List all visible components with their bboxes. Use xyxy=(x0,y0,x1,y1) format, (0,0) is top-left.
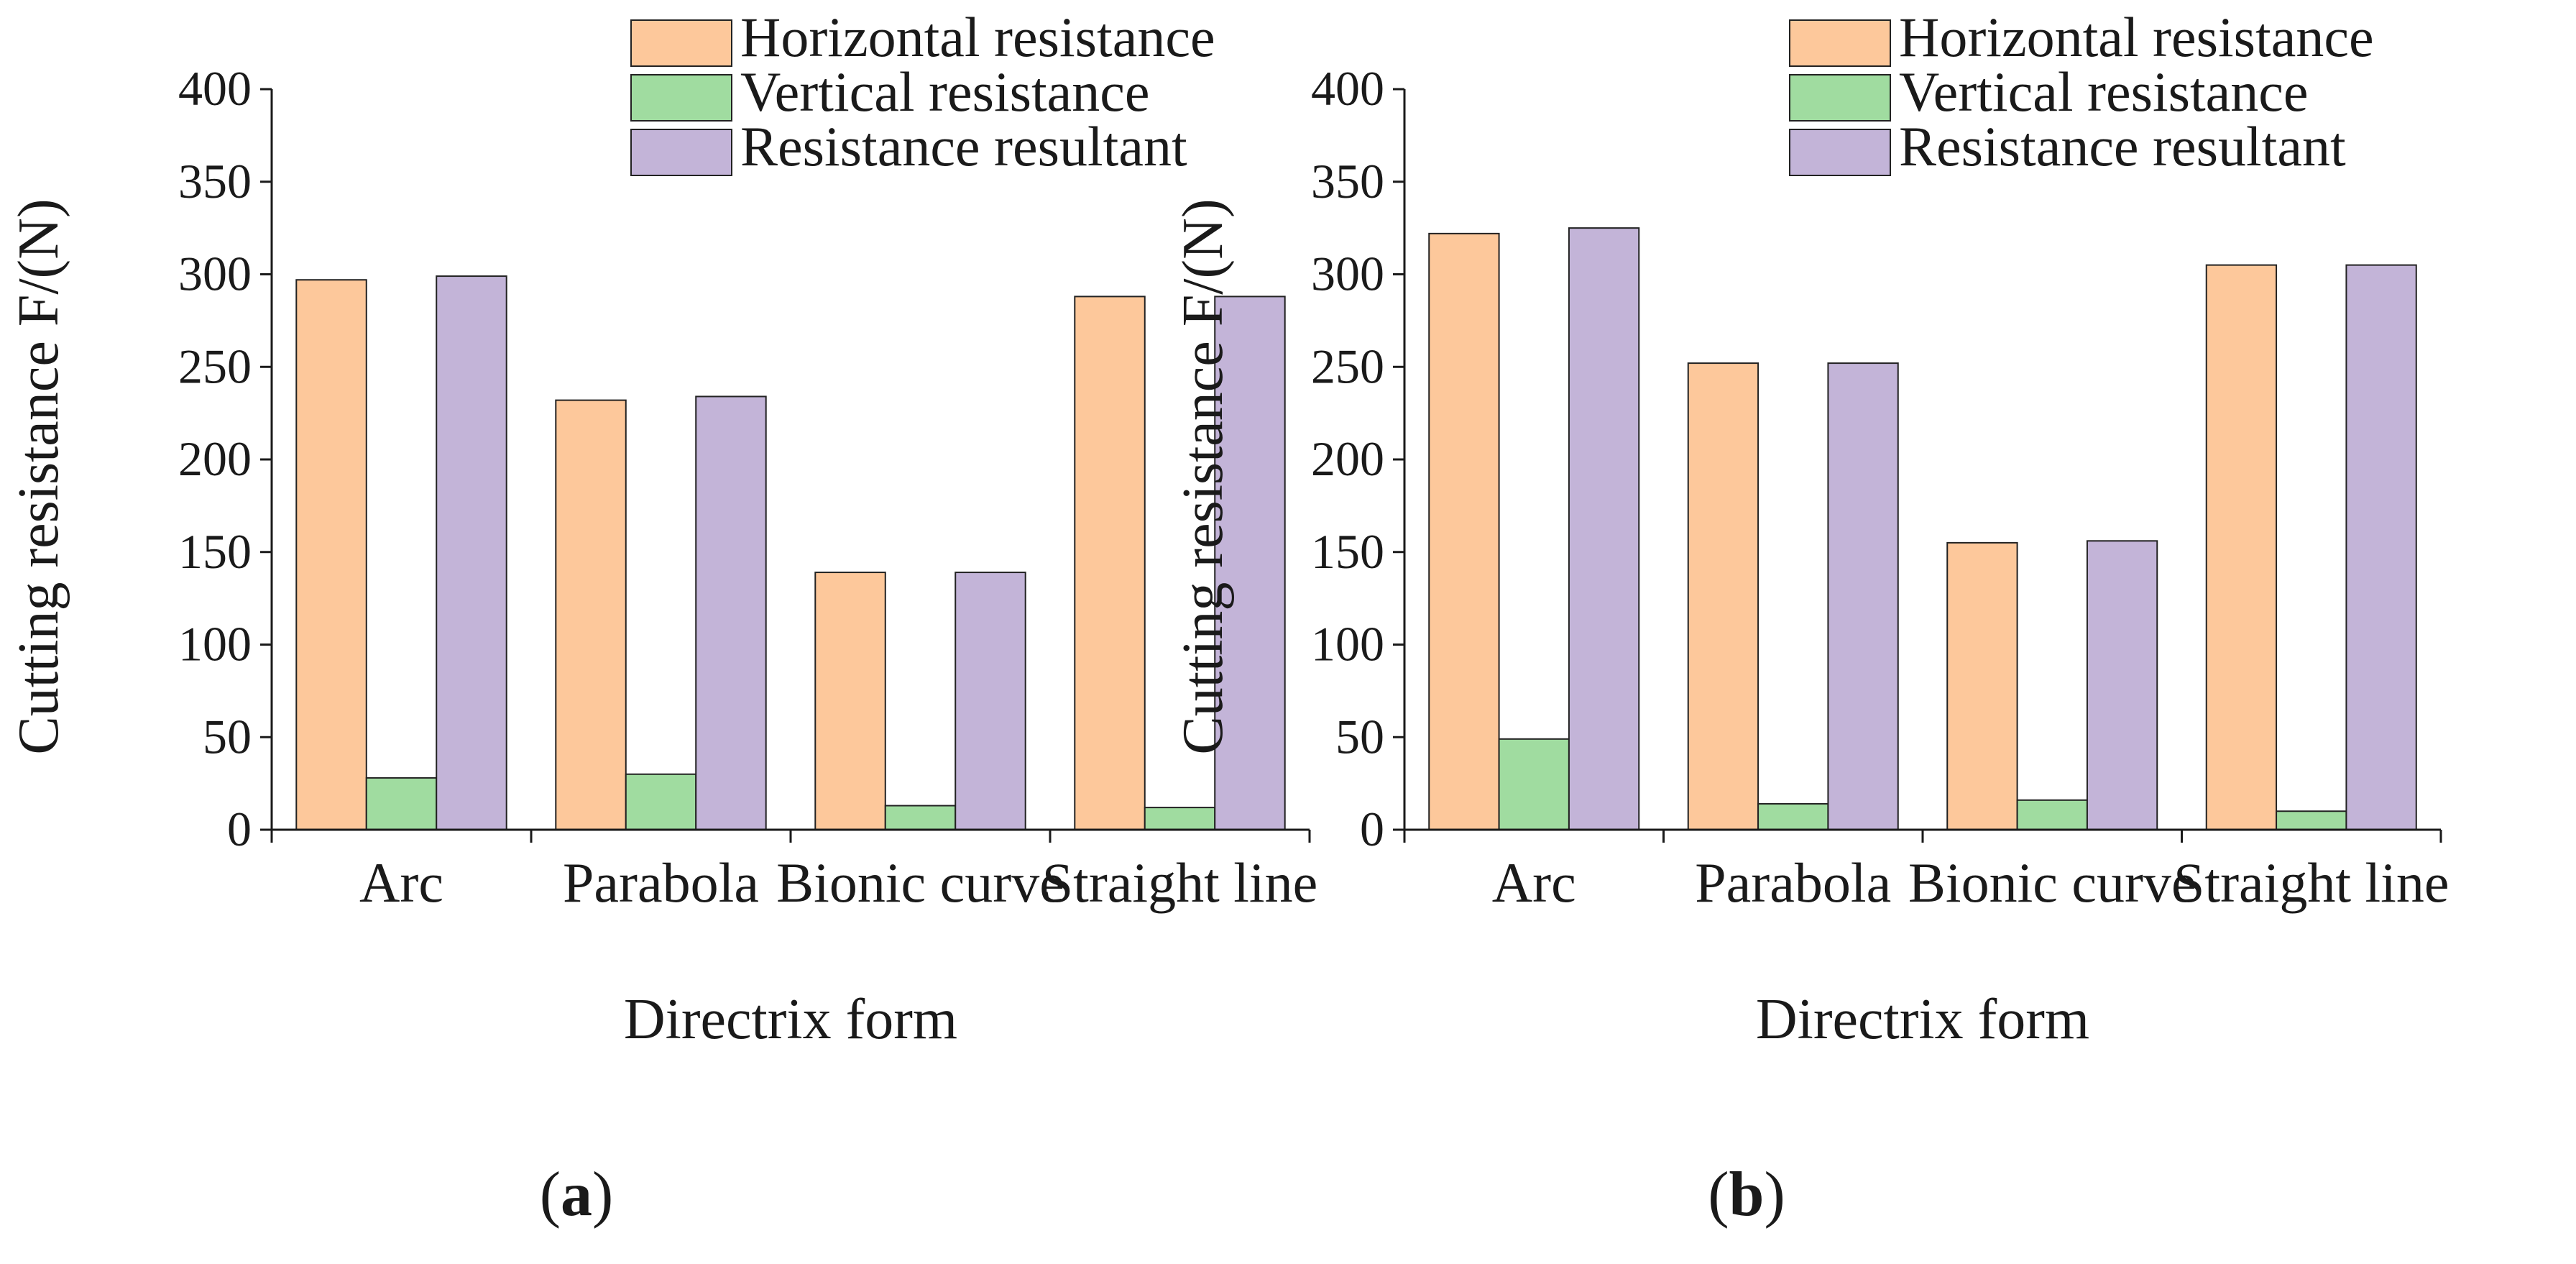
bar-vertical-bionic-curve xyxy=(884,805,957,831)
y-tick-label: 150 xyxy=(178,524,252,579)
y-tick-label: 400 xyxy=(1311,61,1384,116)
bar-horizontal-arc xyxy=(1428,232,1500,831)
legend-label: Horizontal resistance xyxy=(740,6,1215,68)
bar-resultant-straight-line xyxy=(1214,296,1286,830)
legend-swatch-resultant xyxy=(1789,129,1891,176)
panel-label: (a) xyxy=(540,1160,614,1229)
y-tick-label: 200 xyxy=(178,431,252,486)
bar-resultant-bionic-curve xyxy=(954,572,1026,830)
y-tick-label: 400 xyxy=(178,61,252,116)
legend-swatch-horizontal xyxy=(1789,19,1891,67)
x-tick-label: Straight line xyxy=(1042,851,1317,914)
bar-horizontal-straight-line xyxy=(2205,264,2278,830)
bar-resultant-straight-line xyxy=(2345,264,2417,830)
y-tick-label: 300 xyxy=(178,247,252,301)
bar-resultant-parabola xyxy=(695,395,767,830)
y-axis-title: Cutting resistance F/(N) xyxy=(1172,198,1235,754)
y-tick-label: 250 xyxy=(1311,339,1384,393)
y-tick-label: 100 xyxy=(1311,617,1384,672)
y-tick-label: 0 xyxy=(1360,802,1384,856)
y-tick-label: 350 xyxy=(1311,154,1384,209)
chart-panel-b: 0 50 100 150 200 250 300 350 400 Arc Parabola Bioni… xyxy=(1172,6,2449,1229)
legend-swatch-horizontal xyxy=(630,19,732,67)
bar-vertical-parabola xyxy=(625,773,697,830)
bar-horizontal-bionic-curve xyxy=(814,572,886,830)
bar-vertical-straight-line xyxy=(2276,810,2347,830)
y-tick-label: 0 xyxy=(227,802,252,856)
y-tick-label: 50 xyxy=(1335,709,1384,764)
y-tick-label: 200 xyxy=(1311,431,1384,486)
bar-resultant-bionic-curve xyxy=(2086,540,2158,830)
panel-label: (b) xyxy=(1708,1160,1785,1229)
y-tick-label: 300 xyxy=(1311,247,1384,301)
bars xyxy=(295,275,1286,831)
legend-label: Vertical resistance xyxy=(740,60,1150,123)
y-tick-label: 250 xyxy=(178,339,252,393)
legend-label: Resistance resultant xyxy=(740,115,1187,178)
y-tick-label: 50 xyxy=(203,709,252,764)
y-axis-title: Cutting resistance F/(N) xyxy=(7,198,70,754)
x-tick-label: Parabola xyxy=(563,851,759,914)
bar-vertical-parabola xyxy=(1757,802,1829,830)
bar-vertical-bionic-curve xyxy=(2016,799,2088,831)
x-axis-title: Directrix form xyxy=(1756,988,2089,1051)
bar-horizontal-parabola xyxy=(555,399,627,830)
bar-vertical-arc xyxy=(365,777,438,831)
y-tick-label: 350 xyxy=(178,154,252,209)
legend-swatch-resultant xyxy=(630,129,732,176)
x-tick-label: Arc xyxy=(1492,851,1576,914)
bar-horizontal-arc xyxy=(295,279,367,831)
legend-swatch-vertical xyxy=(630,74,732,122)
bar-vertical-arc xyxy=(1498,738,1570,830)
x-tick-label: Straight line xyxy=(2174,851,2449,914)
y-tick-label: 100 xyxy=(178,617,252,672)
legend-swatch-vertical xyxy=(1789,74,1891,122)
bar-vertical-straight-line xyxy=(1144,807,1216,830)
x-axis-title: Directrix form xyxy=(624,988,957,1051)
chart-panel-a: 0 50 100 150 200 250 300 350 400 Arc Parabola Bioni… xyxy=(7,6,1317,1229)
x-tick-label: Arc xyxy=(359,851,443,914)
legend-label: Vertical resistance xyxy=(1899,60,2309,123)
bar-horizontal-straight-line xyxy=(1074,296,1146,830)
bar-horizontal-parabola xyxy=(1687,362,1760,831)
x-tick-label: Bionic curve xyxy=(1908,851,2196,914)
legend-label: Horizontal resistance xyxy=(1899,6,2374,68)
x-tick-label: Parabola xyxy=(1695,851,1891,914)
bar-resultant-arc xyxy=(1568,227,1640,830)
bar-resultant-arc xyxy=(436,275,507,830)
bar-resultant-parabola xyxy=(1827,362,1899,831)
y-tick-label: 150 xyxy=(1311,524,1384,579)
bar-horizontal-bionic-curve xyxy=(1946,541,2018,830)
legend-label: Resistance resultant xyxy=(1899,115,2346,178)
bars xyxy=(1428,227,2417,831)
x-tick-label: Bionic curve xyxy=(776,851,1064,914)
